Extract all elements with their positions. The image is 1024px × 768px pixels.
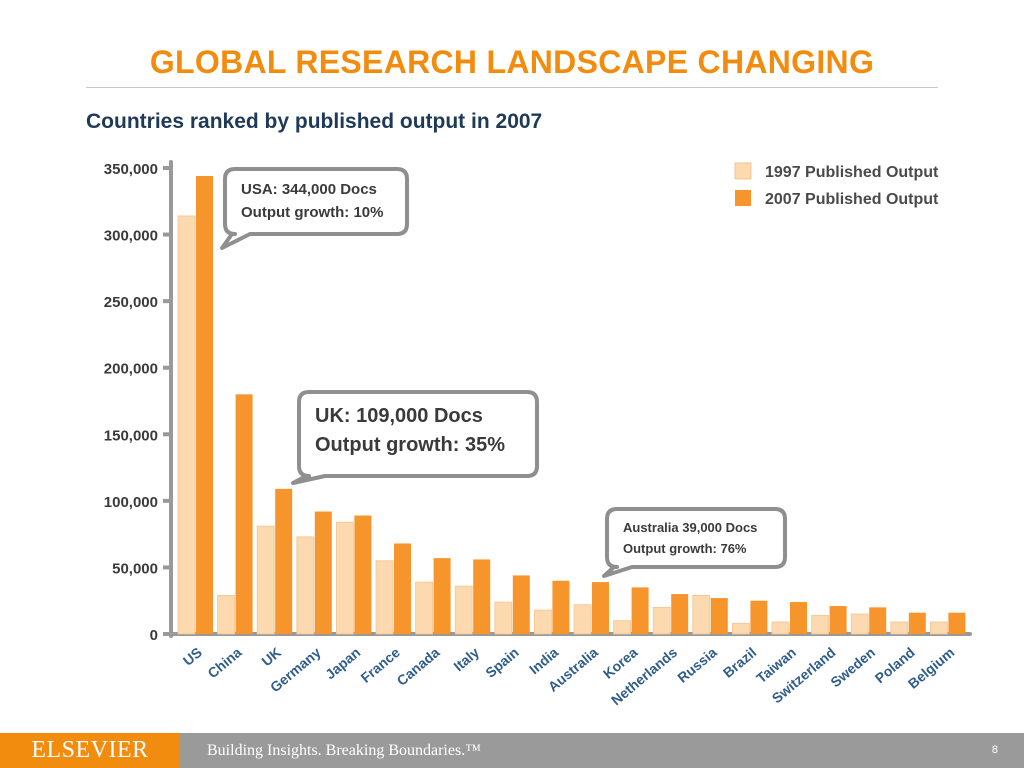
- y-tick-label: 300,000: [104, 228, 158, 245]
- bar-2007: [671, 594, 688, 634]
- x-tick-label: Japan: [322, 644, 363, 682]
- bar-2007: [592, 582, 609, 634]
- bar-1997: [257, 526, 274, 634]
- bar-1997: [178, 216, 195, 634]
- x-tick-label: Canada: [393, 644, 442, 689]
- bar-2007: [711, 598, 728, 634]
- bar-2007: [948, 613, 965, 634]
- bar-2007: [552, 581, 569, 634]
- bar-1997: [495, 602, 512, 634]
- y-tick-label: 200,000: [104, 361, 158, 378]
- bar-1997: [534, 610, 551, 634]
- legend-label: 1997 Published Output: [765, 164, 939, 181]
- x-tick-label: Russia: [674, 644, 720, 686]
- bar-2007: [830, 606, 847, 634]
- x-tick-label: US: [180, 644, 205, 669]
- callout-text: Output growth: 35%: [315, 434, 505, 456]
- bar-2007: [790, 602, 807, 634]
- bar-1997: [218, 595, 235, 634]
- y-tick-label: 250,000: [104, 294, 158, 311]
- bar-2007: [315, 512, 332, 634]
- bar-1997: [376, 561, 393, 634]
- bar-2007: [394, 543, 411, 634]
- australia-callout: Australia 39,000 Docs Output growth: 76%: [604, 509, 785, 576]
- bar-1997: [851, 614, 868, 634]
- bar-2007: [513, 575, 530, 634]
- bar-chart: 0 50,000 100,000 150,000 200,000 250,000 300,0…: [0, 0, 1024, 733]
- callout-text: USA: 344,000 Docs: [241, 181, 377, 198]
- bar-2007: [236, 394, 253, 634]
- bar-1997: [653, 607, 670, 634]
- bar-1997: [574, 605, 591, 634]
- y-tick-label: 0: [150, 627, 158, 644]
- footer-bar: ELSEVIER Building Insights. Breaking Bou…: [0, 733, 1024, 768]
- y-tick-label: 50,000: [112, 560, 158, 577]
- bar-1997: [891, 622, 908, 634]
- elsevier-logo: ELSEVIER: [0, 733, 180, 768]
- callout-text: Output growth: 10%: [241, 204, 384, 221]
- bar-1997: [297, 537, 314, 634]
- bar-2007: [275, 489, 292, 634]
- footer-tagline: Building Insights. Breaking Boundaries.™: [207, 733, 481, 768]
- bar-1997: [416, 582, 433, 634]
- page-number: 8: [992, 733, 998, 768]
- bar-1997: [732, 623, 749, 634]
- bar-1997: [455, 586, 472, 634]
- bar-1997: [614, 621, 631, 634]
- bar-1997: [336, 522, 353, 634]
- x-tick-label: Spain: [482, 644, 521, 681]
- bar-2007: [473, 559, 490, 634]
- legend-swatch: [735, 190, 751, 206]
- bar-1997: [772, 622, 789, 634]
- bar-1997: [693, 595, 710, 634]
- legend-label: 2007 Published Output: [765, 191, 939, 208]
- bar-2007: [750, 601, 767, 634]
- bar-2007: [196, 176, 213, 634]
- bar-2007: [909, 613, 926, 634]
- usa-callout: USA: 344,000 Docs Output growth: 10%: [222, 169, 407, 248]
- bar-1997: [930, 622, 947, 634]
- x-tick-label: UK: [258, 644, 284, 669]
- x-tick-label: Italy: [450, 644, 482, 674]
- bar-1997: [812, 615, 829, 634]
- callout-text: UK: 109,000 Docs: [315, 405, 483, 427]
- uk-callout: UK: 109,000 Docs Output growth: 35%: [293, 392, 537, 483]
- y-tick-label: 350,000: [104, 161, 158, 178]
- y-tick-label: 100,000: [104, 494, 158, 511]
- callout-text: Output growth: 76%: [623, 541, 747, 556]
- x-tick-label: Sweden: [827, 644, 878, 690]
- legend-swatch: [735, 163, 751, 179]
- y-tick-label: 150,000: [104, 427, 158, 444]
- bar-2007: [434, 558, 451, 634]
- bar-2007: [354, 516, 371, 634]
- callout-text: Australia 39,000 Docs: [623, 520, 757, 535]
- x-tick-label: China: [204, 644, 244, 681]
- bar-2007: [632, 587, 649, 634]
- bar-2007: [869, 607, 886, 634]
